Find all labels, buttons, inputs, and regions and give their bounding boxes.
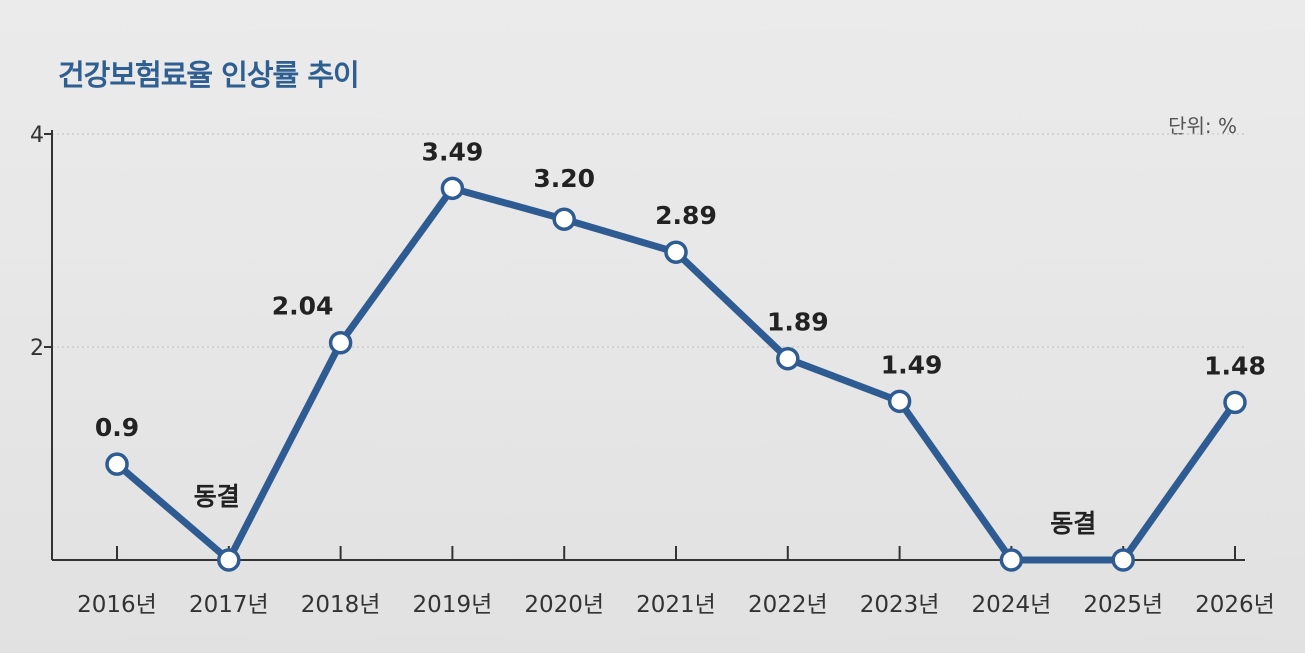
data-point-2025년 bbox=[1111, 548, 1135, 572]
x-tick-label-3: 2019년 bbox=[413, 592, 493, 618]
data-label-2026년: 1.48 bbox=[1204, 351, 1266, 380]
y-tick-label-4: 4 bbox=[30, 123, 44, 148]
data-point-2023년 bbox=[887, 389, 912, 414]
data-label-2018년: 2.04 bbox=[272, 292, 334, 321]
x-tick-label-10: 2026년 bbox=[1195, 592, 1275, 618]
x-tick-label-1: 2017년 bbox=[189, 592, 269, 618]
data-label-2022년: 1.89 bbox=[767, 308, 829, 337]
data-label-2017년: 동결 bbox=[194, 482, 240, 511]
data-label-2023년: 1.49 bbox=[881, 350, 943, 379]
data-point-2016년 bbox=[105, 452, 129, 476]
x-tick-label-0: 2016년 bbox=[77, 592, 157, 618]
data-label-2020년: 3.20 bbox=[533, 164, 595, 193]
data-label-2025년: 동결 bbox=[1050, 509, 1096, 538]
data-point-2021년 bbox=[664, 240, 688, 264]
x-tick-label-4: 2020년 bbox=[524, 592, 604, 618]
x-tick-label-9: 2025년 bbox=[1083, 592, 1163, 618]
x-tick-label-7: 2023년 bbox=[860, 592, 940, 618]
data-point-2022년 bbox=[776, 346, 800, 371]
y-tick-label-2: 2 bbox=[30, 336, 44, 361]
data-point-2017년 bbox=[217, 548, 241, 572]
data-label-2021년: 2.89 bbox=[655, 201, 717, 230]
data-label-2019년: 3.49 bbox=[422, 137, 484, 166]
chart-title: 건강보험료율 인상률 추이 bbox=[58, 58, 360, 92]
x-tick-label-5: 2021년 bbox=[636, 592, 716, 618]
data-point-2018년 bbox=[328, 330, 353, 355]
data-point-2026년 bbox=[1223, 390, 1247, 415]
data-point-2020년 bbox=[552, 207, 576, 231]
x-tick-label-6: 2022년 bbox=[748, 592, 828, 618]
data-label-2016년: 0.9 bbox=[95, 413, 139, 442]
data-point-2024년 bbox=[999, 548, 1024, 572]
data-point-2019년 bbox=[440, 176, 465, 201]
x-tick-label-2: 2018년 bbox=[301, 592, 381, 618]
x-tick-label-8: 2024년 bbox=[972, 592, 1052, 618]
